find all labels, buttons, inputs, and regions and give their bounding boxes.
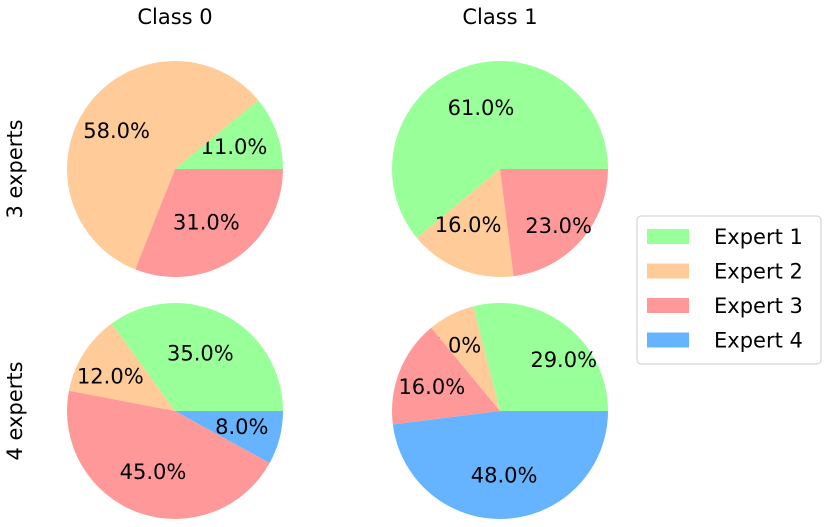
pie-label-class-1-3-experts-expert-1: 61.0% [448,96,515,120]
pie-label-class-1-3-experts-expert-3: 23.0% [525,214,592,238]
legend-swatch-expert-1 [647,229,689,244]
pie-label-class-0-4-experts-expert-4: 8.0% [215,415,268,439]
pie-slice-class-1-4-experts-expert-4 [392,411,609,520]
pie-slice-class-1-3-experts-expert-3 [500,169,608,277]
pie-label-class-0-4-experts-expert-1: 35.0% [167,341,234,365]
pie-slice-class-1-4-experts-expert-1 [473,302,608,411]
pie-label-class-0-4-experts-expert-2: 12.0% [77,364,144,388]
pie-label-class-0-4-experts-expert-3: 45.0% [120,460,187,484]
pie-slice-class-1-3-experts-expert-1 [391,61,608,238]
legend-swatch-expert-2 [647,263,689,279]
legend-label-expert-1: Expert 1 [714,225,803,249]
legend-frame [636,215,822,365]
pie-label-class-1-3-experts-expert-2: 16.0% [435,213,502,237]
pie-slice-class-0-4-experts-expert-1 [111,303,284,411]
pie-slice-class-1-4-experts-expert-3 [391,327,500,425]
legend-label-expert-2: Expert 2 [714,260,803,284]
pie-label-class-0-3-experts-expert-1: 11.0% [201,135,268,159]
pie-class-0-3-experts: 11.0% 58.0% 31.0% [67,61,283,278]
pie-label-class-0-3-experts-expert-2: 58.0% [83,119,150,143]
pie-slice-class-0-3-experts-expert-2 [67,61,259,270]
legend-label-expert-4: Expert 4 [714,329,803,353]
row-label-3-experts: 3 experts [3,119,27,218]
pie-label-class-1-4-experts-expert-4: 48.0% [471,464,538,488]
pie-label-class-0-3-experts-expert-3: 31.0% [173,211,240,235]
legend: Expert 1 Expert 2 Expert 3 Expert 4 [636,215,822,365]
pie-class-1-3-experts: 61.0% 16.0% 23.0% [391,61,608,278]
legend-label-expert-3: Expert 3 [714,294,803,318]
pie-class-0-4-experts: 35.0% 12.0% 45.0% 8.0% [66,303,284,520]
pie-slice-class-0-3-experts-expert-1 [175,100,283,169]
legend-swatch-expert-3 [647,298,689,313]
pie-label-class-1-4-experts-expert-1: 29.0% [530,348,597,372]
pie-slice-class-0-3-experts-expert-3 [135,169,283,278]
pie-label-class-1-4-experts-expert-3: 16.0% [398,375,465,399]
pie-slice-class-1-3-experts-expert-2 [416,169,514,278]
pie-slice-class-0-4-experts-expert-3 [66,390,270,520]
row-label-4-experts: 4 experts [3,361,27,460]
column-title-class-1: Class 1 [462,5,537,29]
column-title-class-0: Class 0 [137,5,212,29]
legend-swatch-expert-4 [647,332,689,348]
pie-slice-class-0-4-experts-expert-2 [68,323,175,411]
pie-class-1-4-experts: 29.0%7.0%16.0%48.0% [391,302,609,520]
pie-slice-class-0-4-experts-expert-4 [175,411,283,464]
pie-slice-class-1-4-experts-expert-2 [431,306,500,411]
